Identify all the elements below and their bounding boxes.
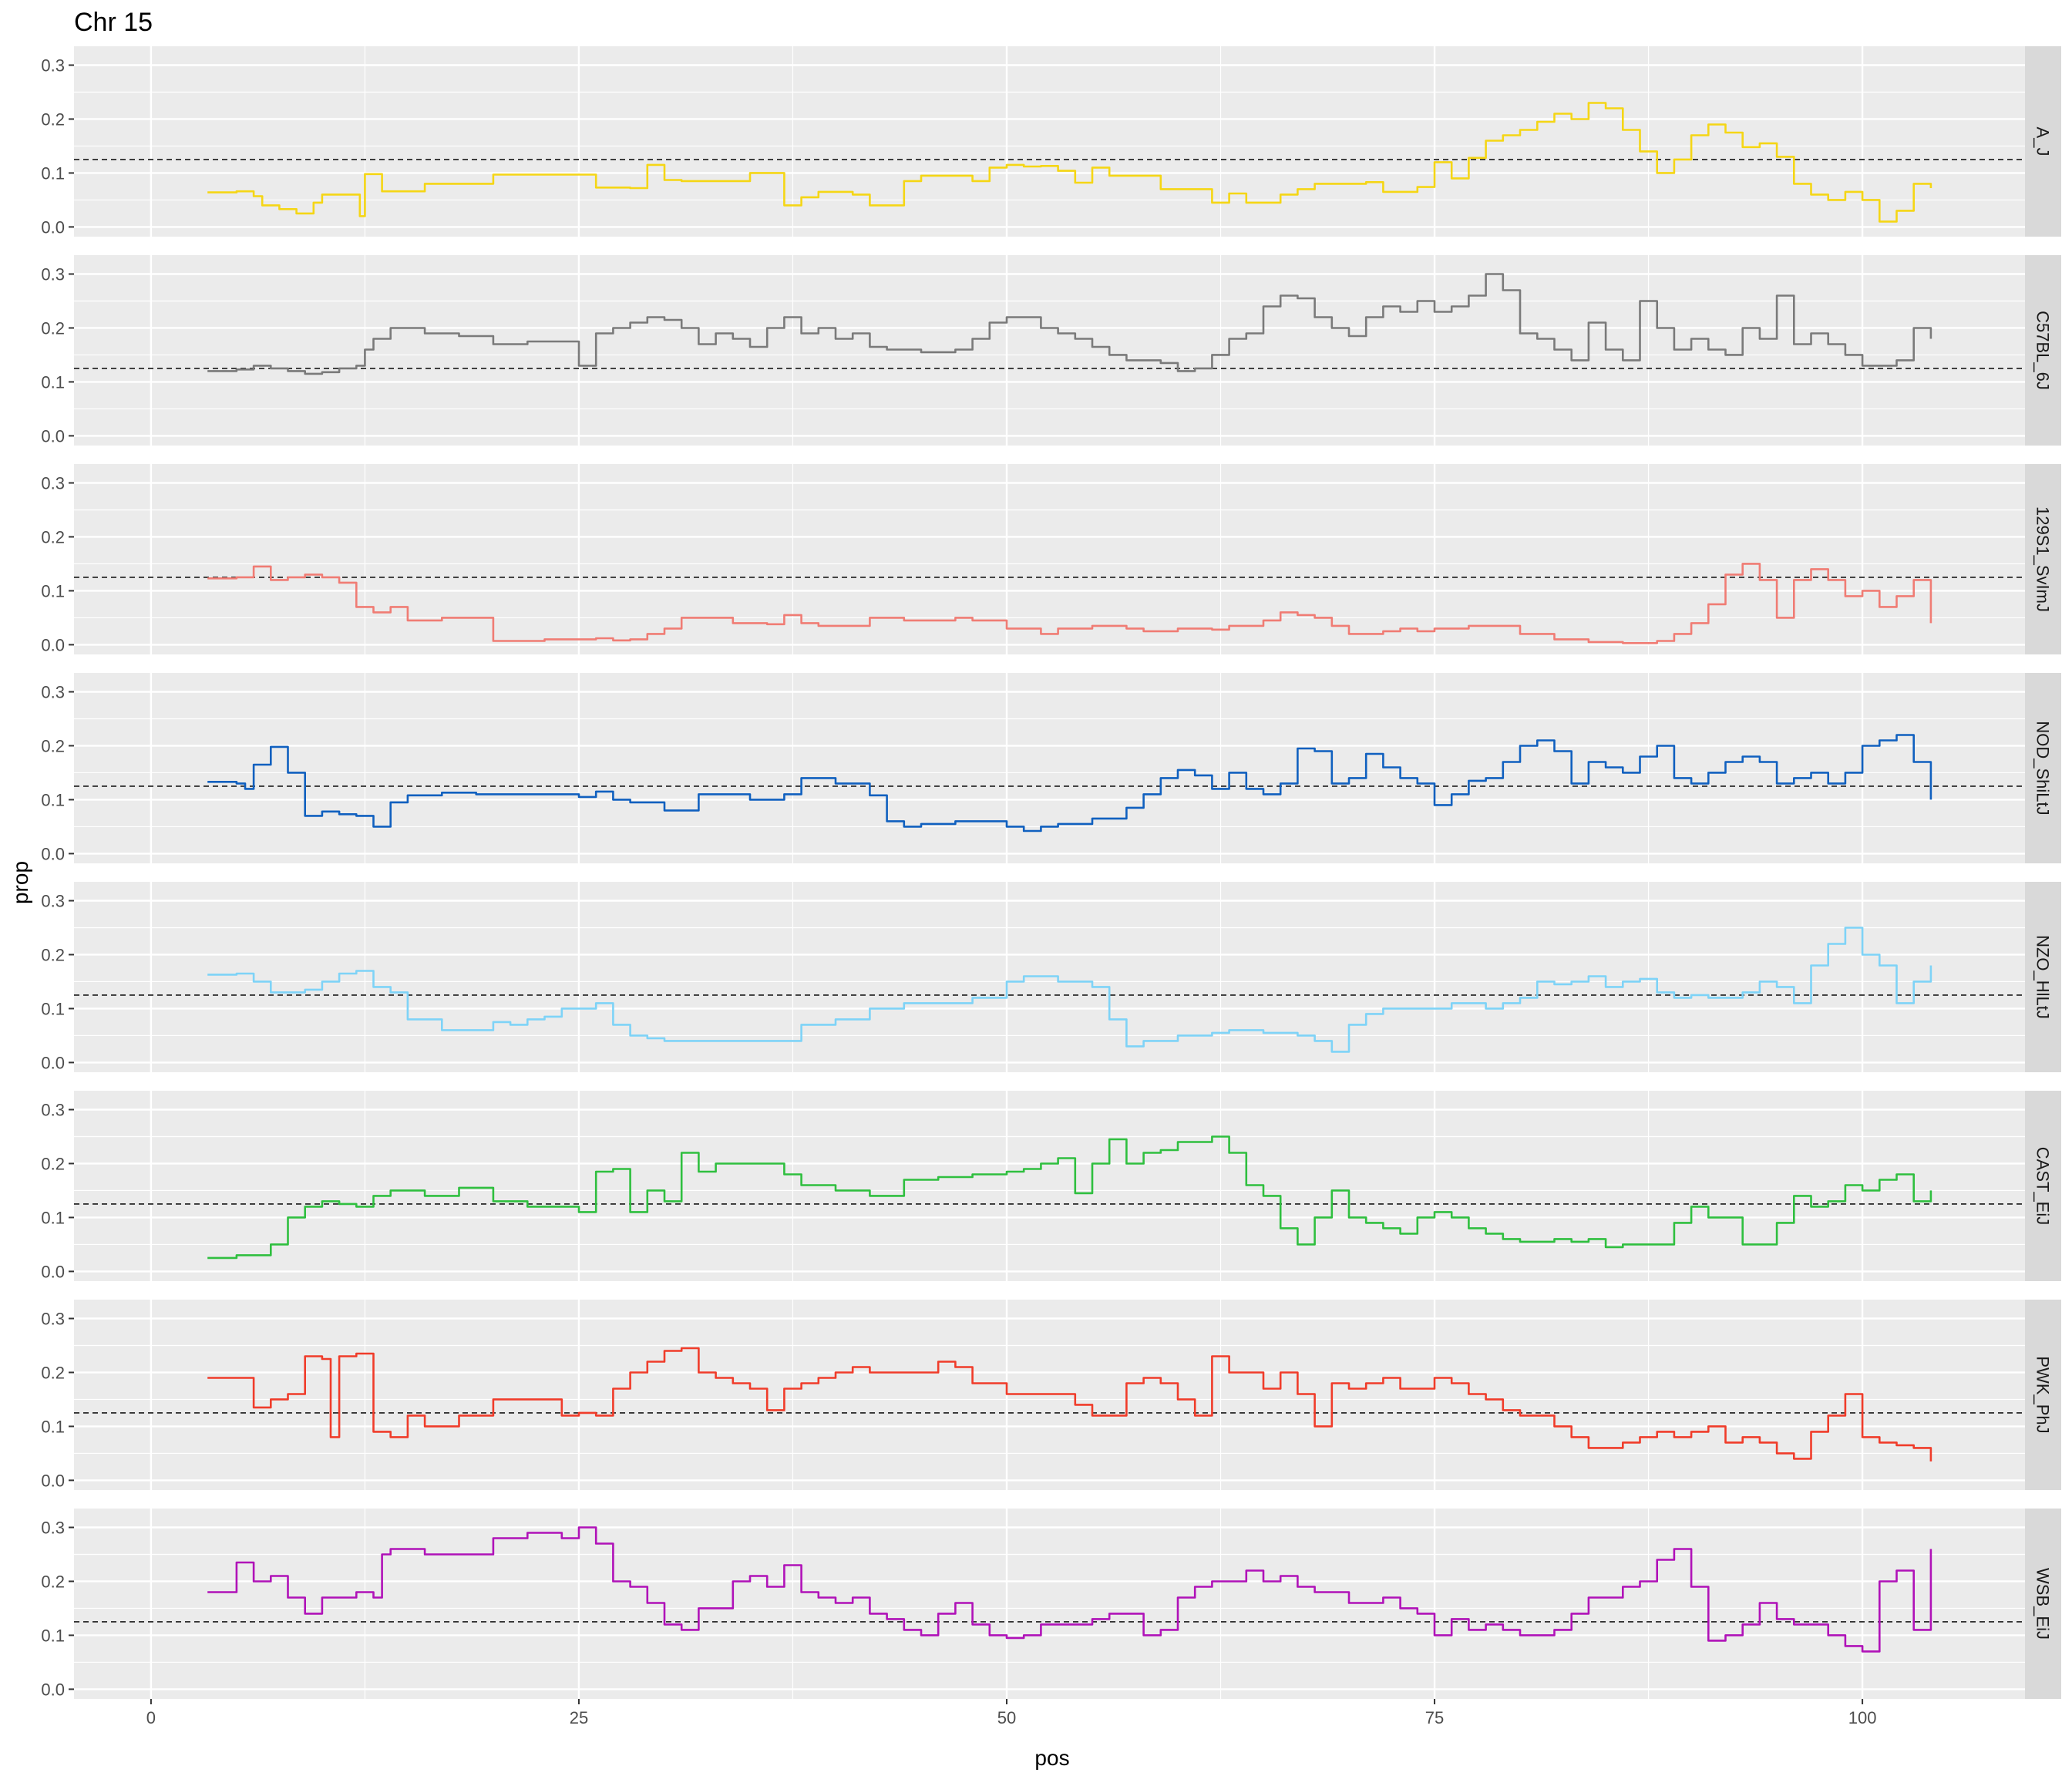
y-tick-label: 0.2 bbox=[41, 527, 65, 547]
y-tick-label: 0.3 bbox=[41, 1100, 65, 1119]
y-tick-label: 0.3 bbox=[41, 1309, 65, 1328]
x-tick-label: 0 bbox=[146, 1708, 156, 1727]
y-tick-label: 0.0 bbox=[41, 1262, 65, 1281]
facet-PWK_PhJ: 0.0 0.1 0.2 0.3 PWK_PhJ bbox=[41, 1300, 2061, 1490]
y-tick-label: 0.1 bbox=[41, 581, 65, 600]
y-tick-label: 0.3 bbox=[41, 473, 65, 493]
facet-CAST_EiJ: 0.0 0.1 0.2 0.3 CAST_EiJ bbox=[41, 1091, 2061, 1281]
facet-strip bbox=[2025, 464, 2061, 654]
panel-background bbox=[74, 46, 2025, 237]
y-tick-label: 0.2 bbox=[41, 736, 65, 755]
facet-strip bbox=[2025, 1509, 2061, 1699]
facet-NOD_ShiLtJ: 0.0 0.1 0.2 0.3 NOD_ShiLtJ bbox=[41, 673, 2061, 863]
x-tick-label: 50 bbox=[997, 1708, 1016, 1727]
facet-strip-label: NOD_ShiLtJ bbox=[2033, 721, 2053, 815]
y-tick-label: 0.1 bbox=[41, 163, 65, 183]
facet-strip bbox=[2025, 1300, 2061, 1490]
series-line-CAST_EiJ bbox=[207, 1135, 1932, 1260]
facet-129S1_SvImJ: 0.0 0.1 0.2 0.3 129S1_SvImJ bbox=[41, 464, 2061, 654]
facet-strip-label: PWK_PhJ bbox=[2033, 1356, 2053, 1433]
facet-WSB_EiJ: 0.0 0.1 0.2 0.3 WSB_EiJ bbox=[41, 1509, 2061, 1699]
facet-NZO_HlLtJ: 0.0 0.1 0.2 0.3 NZO_HlLtJ bbox=[41, 882, 2061, 1072]
y-tick-label: 0.2 bbox=[41, 109, 65, 129]
panel-background bbox=[74, 464, 2025, 654]
facet-strip bbox=[2025, 46, 2061, 237]
panel-background bbox=[74, 673, 2025, 863]
panel-background bbox=[74, 255, 2025, 446]
x-axis-title: pos bbox=[1034, 1746, 1069, 1770]
y-axis-title: prop bbox=[8, 861, 32, 904]
y-tick-label: 0.0 bbox=[41, 635, 65, 654]
y-tick-label: 0.1 bbox=[41, 999, 65, 1018]
y-tick-label: 0.1 bbox=[41, 372, 65, 392]
facet-panels: 0.00.10.20.3A_J0.00.10.20.3C57BL_6J0.00.… bbox=[41, 46, 2061, 1699]
facet-C57BL_6J: 0.0 0.1 0.2 0.3 C57BL_6J bbox=[41, 255, 2061, 446]
series-line-WSB_EiJ bbox=[207, 1526, 1932, 1653]
series-line-PWK_PhJ bbox=[207, 1347, 1932, 1462]
x-tick-label: 25 bbox=[570, 1708, 588, 1727]
x-tick-label: 75 bbox=[1425, 1708, 1444, 1727]
panel-background bbox=[74, 1091, 2025, 1281]
x-axis: 0 25 50 75 100 bbox=[146, 1699, 1877, 1727]
facet-A_J: 0.0 0.1 0.2 0.3 A_J bbox=[41, 46, 2061, 237]
y-tick-label: 0.1 bbox=[41, 1417, 65, 1436]
y-tick-label: 0.1 bbox=[41, 1208, 65, 1227]
series-line-C57BL_6J bbox=[207, 273, 1932, 375]
y-tick-label: 0.0 bbox=[41, 217, 65, 237]
y-tick-label: 0.0 bbox=[41, 1680, 65, 1699]
y-tick-label: 0.0 bbox=[41, 1053, 65, 1072]
facet-strip-label: NZO_HlLtJ bbox=[2033, 935, 2053, 1019]
y-tick-label: 0.3 bbox=[41, 264, 65, 284]
y-tick-label: 0.3 bbox=[41, 1518, 65, 1537]
facet-strip-label: A_J bbox=[2033, 127, 2053, 156]
y-tick-label: 0.3 bbox=[41, 56, 65, 75]
chart-title: Chr 15 bbox=[74, 8, 153, 37]
y-tick-label: 0.3 bbox=[41, 682, 65, 701]
x-tick-label: 100 bbox=[1848, 1708, 1877, 1727]
facet-strip-label: C57BL_6J bbox=[2033, 311, 2053, 390]
y-tick-label: 0.2 bbox=[41, 1572, 65, 1591]
panel-background bbox=[74, 1509, 2025, 1699]
facet-strip-label: 129S1_SvImJ bbox=[2033, 506, 2053, 612]
facet-strip-label: CAST_EiJ bbox=[2033, 1147, 2053, 1225]
y-tick-label: 0.2 bbox=[41, 1363, 65, 1382]
y-tick-label: 0.2 bbox=[41, 945, 65, 964]
y-tick-label: 0.1 bbox=[41, 1626, 65, 1645]
y-tick-label: 0.0 bbox=[41, 844, 65, 863]
facet-strip-label: WSB_EiJ bbox=[2033, 1568, 2053, 1640]
y-tick-label: 0.0 bbox=[41, 426, 65, 446]
y-tick-label: 0.0 bbox=[41, 1471, 65, 1490]
series-line-NZO_HlLtJ bbox=[207, 927, 1932, 1053]
facet-strip bbox=[2025, 673, 2061, 863]
y-tick-label: 0.1 bbox=[41, 790, 65, 809]
facet-strip bbox=[2025, 1091, 2061, 1281]
y-tick-label: 0.3 bbox=[41, 891, 65, 910]
series-line-129S1_SvImJ bbox=[207, 563, 1932, 644]
y-tick-label: 0.2 bbox=[41, 1154, 65, 1173]
series-line-NOD_ShiLtJ bbox=[207, 734, 1932, 832]
facet-strip bbox=[2025, 255, 2061, 446]
y-tick-label: 0.2 bbox=[41, 318, 65, 338]
facet-strip bbox=[2025, 882, 2061, 1072]
series-line-A_J bbox=[207, 102, 1932, 223]
